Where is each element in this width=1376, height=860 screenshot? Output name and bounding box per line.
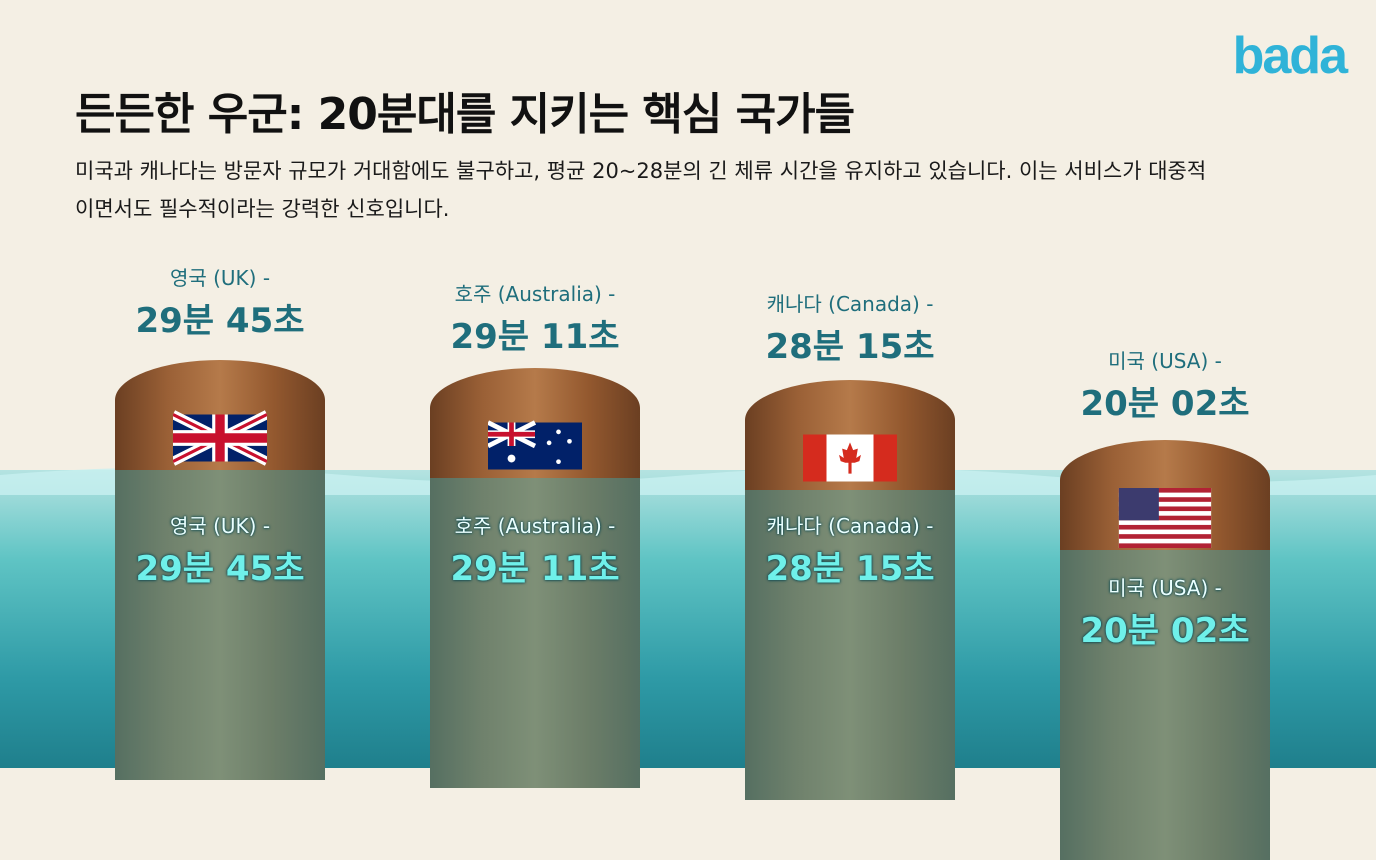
label-australia: 호주 (Australia) -29분 11초 [450, 282, 620, 357]
usa-flag-icon [1118, 488, 1212, 548]
label-canada: 캐나다 (Canada) -28분 15초 [765, 292, 935, 367]
post-canada [745, 380, 955, 800]
water-surface [0, 467, 1376, 495]
post-australia [430, 368, 640, 788]
australia-flag-icon [488, 420, 582, 470]
post-uk [115, 360, 325, 780]
label-usa: 미국 (USA) -20분 02초 [1080, 349, 1250, 424]
page-title: 든든한 우군: 20분대를 지키는 핵심 국가들 [75, 89, 855, 140]
underwater-label-australia: 호주 (Australia) -29분 11초 [450, 514, 620, 589]
uk-flag-icon [173, 410, 267, 466]
logo: bada [1232, 27, 1348, 85]
underwater-label-canada: 캐나다 (Canada) -28분 15초 [765, 514, 935, 589]
page-subtitle: 미국과 캐나다는 방문자 규모가 거대함에도 불구하고, 평균 20~28분의 … [75, 159, 1207, 221]
canada-flag-icon [803, 434, 897, 482]
underwater-label-usa: 미국 (USA) -20분 02초 [1080, 576, 1250, 651]
underwater-label-uk: 영국 (UK) -29분 45초 [135, 514, 305, 589]
label-uk: 영국 (UK) -29분 45초 [135, 266, 305, 341]
